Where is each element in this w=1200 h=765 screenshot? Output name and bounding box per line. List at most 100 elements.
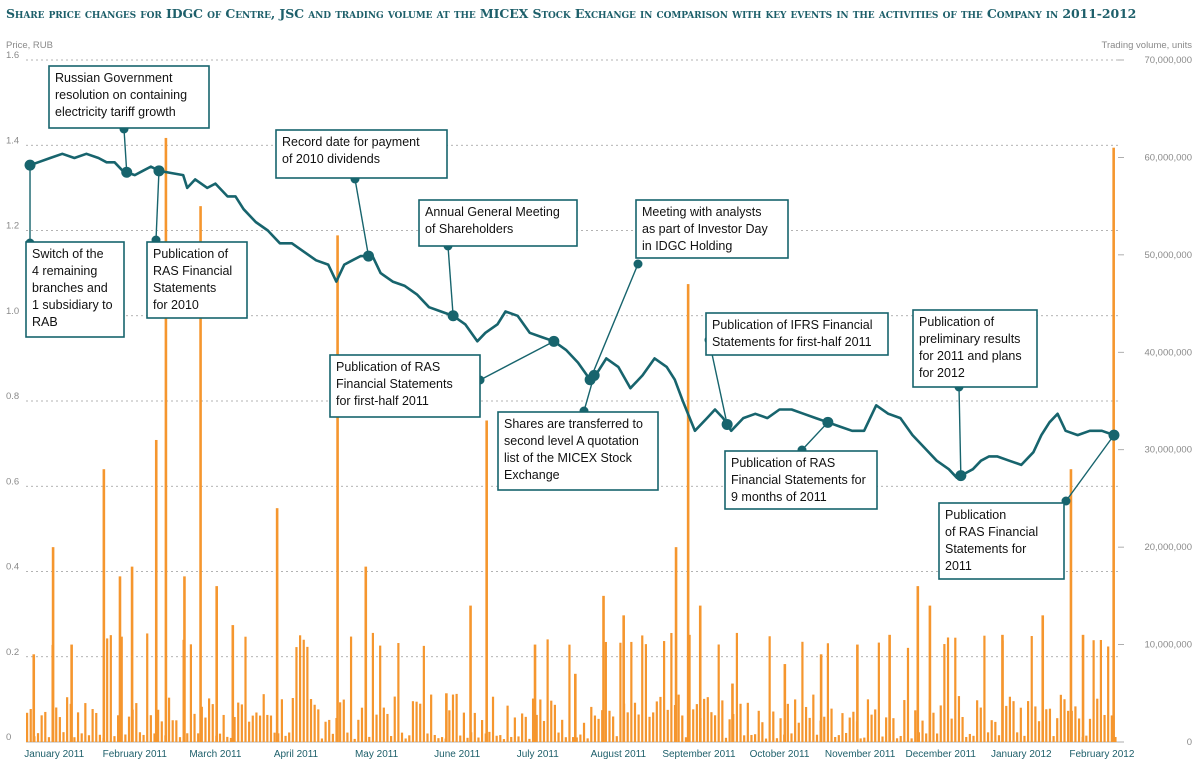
volume-bar (302, 639, 305, 742)
volume-bar (218, 733, 222, 742)
volume-bar (957, 696, 961, 742)
left-axis-label: Price, RUB (6, 40, 53, 51)
volume-bar (415, 701, 418, 742)
volume-bar (601, 710, 604, 742)
month-label: May 2011 (355, 749, 399, 760)
volume-bar (291, 697, 294, 742)
volume-bar (1103, 714, 1106, 742)
event-text-line: Publication (945, 508, 1006, 522)
event-text-line: for 2010 (153, 298, 199, 312)
volume-bar (248, 721, 251, 742)
y-tick-label: 1.0 (6, 306, 19, 317)
volume-bar (856, 644, 859, 742)
event-text-line: 2011 (945, 559, 972, 573)
volume-bar (735, 632, 738, 742)
volume-bar (1077, 718, 1081, 742)
y-tick-label: 0.6 (6, 476, 19, 487)
volume-bar (215, 586, 218, 742)
volume-bar (932, 712, 935, 742)
volume-bar (663, 641, 666, 742)
volume-bar (495, 735, 498, 742)
event-ras-9m: Publication of RAS Financial Statements f… (724, 416, 878, 510)
volume-bar (968, 733, 971, 742)
volume-bar (746, 702, 749, 742)
volume-bar (422, 645, 425, 742)
y2-tick-label: 20,000,000 (1144, 542, 1192, 553)
volume-bar (440, 737, 444, 742)
volume-bar (437, 738, 440, 742)
month-label: July 2011 (517, 749, 560, 760)
volume-bar (157, 709, 160, 742)
y-tick-label: 1.6 (6, 50, 19, 61)
volume-bar (721, 700, 724, 742)
volume-bar (109, 635, 112, 742)
volume-bar (1081, 634, 1085, 742)
y-tick-label: 0.4 (6, 562, 19, 573)
volume-bar (757, 710, 760, 742)
month-labels: January 2011 February 2011 March 2011 April… (24, 749, 1135, 760)
volume-bar (120, 636, 123, 742)
event-text-line: resolution on containing (55, 88, 187, 102)
volume-bar (309, 699, 313, 742)
event-leader (583, 375, 595, 412)
volume-bar (481, 720, 484, 742)
volume-bar (58, 717, 61, 742)
volume-bar (331, 733, 334, 742)
volume-bar (233, 716, 236, 742)
volume-bar (521, 713, 524, 742)
volume-bar (612, 716, 615, 742)
volume-bar (211, 704, 214, 742)
volume-bar (659, 696, 662, 742)
volume-bar (1001, 634, 1004, 742)
volume-bar (445, 693, 448, 742)
volume-bar (411, 701, 415, 742)
volume-bar (644, 644, 647, 742)
volume-bar (579, 734, 582, 742)
volume-bar (98, 734, 101, 742)
volume-bar (448, 710, 451, 742)
volume-bar (674, 547, 678, 742)
event-text-line: list of the MICEX Stock (504, 451, 633, 465)
y-tick-label: 1.4 (6, 135, 19, 146)
volume-bar (794, 699, 797, 742)
volume-bar (51, 547, 55, 742)
event-leader (123, 128, 128, 173)
volume-bar (349, 636, 353, 742)
price-line (25, 152, 1115, 480)
event-marker (1108, 429, 1120, 441)
volume-bar (95, 712, 98, 742)
volume-bar (1019, 707, 1022, 742)
volume-bar (637, 714, 640, 742)
event-box (418, 199, 578, 247)
volume-bar (965, 736, 968, 742)
volume-bar (533, 644, 537, 742)
volume-bar (703, 698, 706, 742)
volume-bar (320, 738, 324, 742)
volume-bar (677, 694, 680, 742)
volume-bar (183, 576, 186, 742)
volume-bar (186, 733, 189, 742)
volume-bar (55, 707, 58, 742)
volume-bar (994, 721, 997, 742)
volume-bar (66, 697, 69, 742)
volume-bar (160, 721, 163, 742)
event-text-line: Russian Government (55, 71, 173, 85)
volume-bar (273, 732, 276, 742)
event-marker (822, 416, 834, 428)
y-tick-label: 1.2 (6, 221, 19, 232)
volume-bar (313, 704, 316, 742)
volume-bar (717, 644, 720, 742)
volume-bar (524, 716, 527, 742)
volume-bar (706, 697, 709, 742)
volume-bar (863, 737, 866, 742)
y2-tick-label: 40,000,000 (1144, 347, 1192, 358)
volume-bar (983, 635, 986, 742)
volume-bar (622, 615, 625, 742)
volume-bar (899, 735, 902, 742)
volume-bar (299, 635, 302, 742)
volume-bar (244, 636, 247, 742)
price-series (25, 152, 1115, 480)
volume-bar (455, 693, 458, 742)
volume-bar (808, 717, 811, 742)
